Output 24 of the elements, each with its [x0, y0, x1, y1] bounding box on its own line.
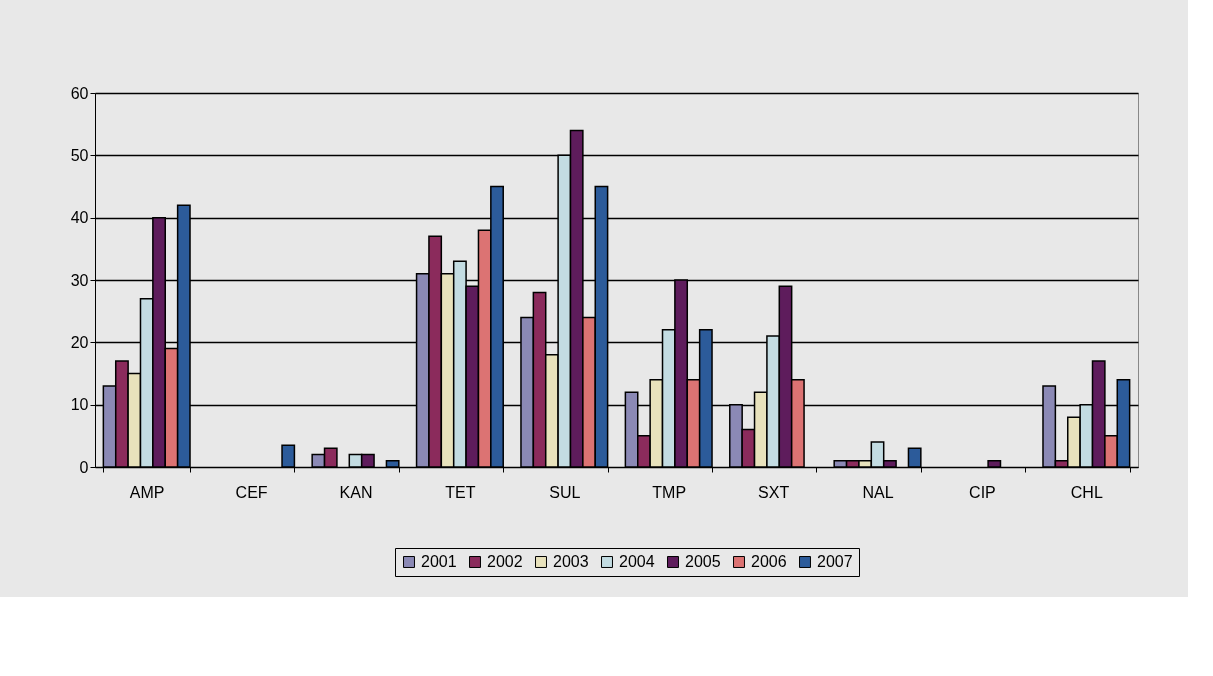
y-tick-label: 20 [70, 333, 89, 351]
x-tick-label: SXT [758, 483, 790, 501]
x-tick-label: TET [445, 483, 476, 501]
y-tick-label: 0 [79, 458, 89, 476]
x-tick-label: KAN [339, 483, 373, 501]
legend-label: 2005 [685, 553, 721, 570]
x-tick-label: CHL [1070, 483, 1103, 501]
legend-label: 2002 [487, 553, 523, 570]
y-tick-label: 10 [70, 396, 89, 414]
legend-label: 2001 [421, 553, 457, 570]
legend-label: 2006 [751, 553, 787, 570]
x-tick-label: CEF [235, 483, 268, 501]
legend-label: 2007 [817, 553, 853, 570]
y-tick-label: 60 [70, 84, 89, 102]
x-tick-label: NAL [862, 483, 894, 501]
legend-label: 2004 [619, 553, 655, 570]
y-tick-label: 30 [70, 271, 89, 289]
y-tick-label: 50 [70, 146, 89, 164]
x-tick-label: SUL [549, 483, 581, 501]
x-tick-label: CIP [969, 483, 996, 501]
x-tick-label: AMP [129, 483, 165, 501]
x-tick-label: TMP [652, 483, 687, 501]
legend-label: 2003 [553, 553, 589, 570]
y-tick-label: 40 [70, 209, 89, 227]
